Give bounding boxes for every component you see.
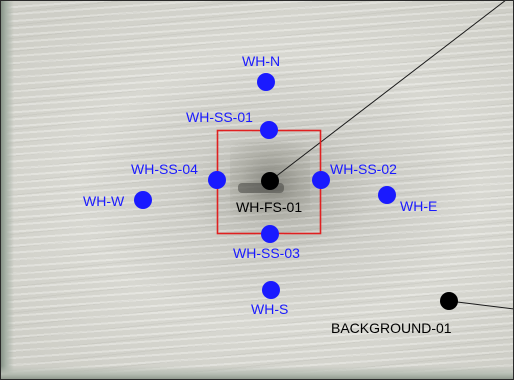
vegetation-edge-left <box>0 0 14 380</box>
sample-point-background-01[interactable] <box>440 292 458 310</box>
label-wh-ss-02: WH-SS-02 <box>330 161 397 177</box>
label-background-01: BACKGROUND-01 <box>331 320 452 336</box>
leader-line-background-01 <box>448 300 514 310</box>
label-wh-s: WH-S <box>251 301 289 317</box>
label-wh-ss-03: WH-SS-03 <box>233 245 300 261</box>
sample-point-wh-ss-04[interactable] <box>208 171 226 189</box>
sample-point-wh-fs-01[interactable] <box>261 172 279 190</box>
vegetation-edge-bottom <box>0 366 514 380</box>
sample-point-wh-w[interactable] <box>134 191 152 209</box>
structure-debris <box>238 183 284 193</box>
sample-point-wh-ss-03[interactable] <box>261 225 279 243</box>
label-wh-fs-01: WH-FS-01 <box>236 199 303 215</box>
sample-point-wh-n[interactable] <box>257 73 275 91</box>
sample-point-wh-s[interactable] <box>262 281 280 299</box>
leader-line-fs-01 <box>269 0 507 182</box>
sample-point-wh-ss-02[interactable] <box>312 171 330 189</box>
sample-point-wh-e[interactable] <box>378 186 396 204</box>
label-wh-e: WH-E <box>400 198 438 214</box>
label-wh-n: WH-N <box>242 53 281 69</box>
sample-point-wh-ss-01[interactable] <box>260 121 278 139</box>
label-wh-ss-04: WH-SS-04 <box>131 161 198 177</box>
label-wh-w: WH-W <box>83 193 125 209</box>
label-wh-ss-01: WH-SS-01 <box>186 109 253 125</box>
